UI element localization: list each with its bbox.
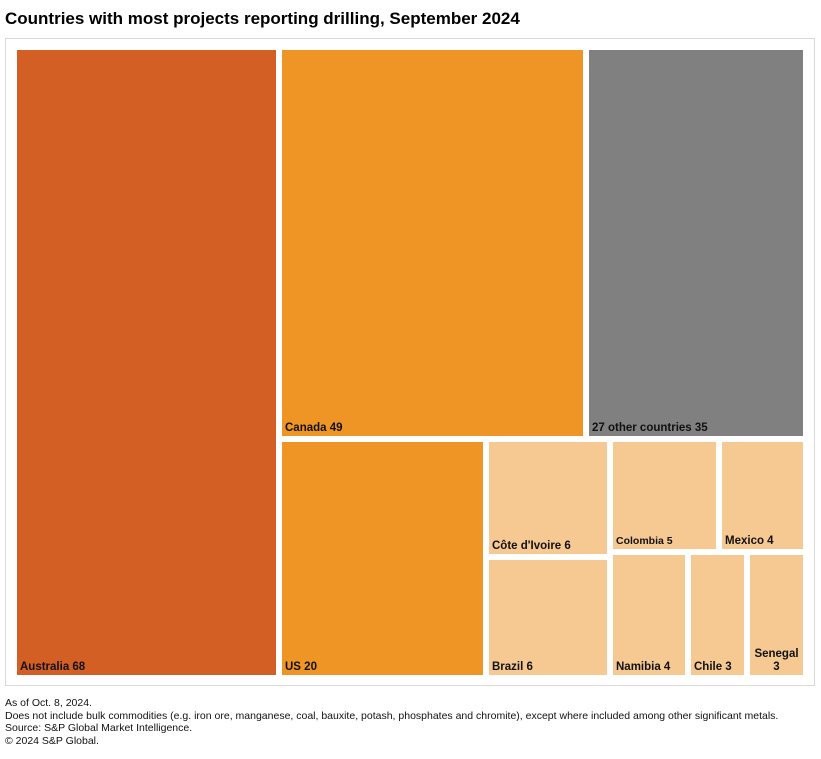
treemap-cell-namibia: Namibia 4 [613, 555, 685, 675]
treemap-label-us: US 20 [285, 661, 317, 673]
treemap-rect-australia [17, 50, 276, 675]
footnote-copyright: © 2024 S&P Global. [5, 734, 99, 747]
chart-title: Countries with most projects reporting d… [5, 9, 520, 28]
treemap-rect-us [282, 442, 483, 675]
treemap-label-canada: Canada 49 [285, 422, 343, 434]
treemap-label-colombia: Colombia 5 [616, 535, 673, 547]
treemap-rect-senegal [750, 555, 803, 675]
treemap-rect-chile [691, 555, 744, 675]
treemap-cell-australia: Australia 68 [17, 50, 276, 675]
treemap-rect-namibia [613, 555, 685, 675]
treemap-rect-brazil [489, 560, 607, 675]
treemap-cell-c-te-d-ivoire: Côte d'Ivoire 6 [489, 442, 607, 554]
treemap-cell-chile: Chile 3 [691, 555, 744, 675]
treemap-label-27-other-countries: 27 other countries 35 [592, 422, 708, 434]
treemap-svg: Australia 68 Canada 49 27 other countries … [17, 50, 803, 675]
treemap-label-mexico: Mexico 4 [725, 535, 774, 547]
treemap-frame: Australia 68 Canada 49 27 other countries … [5, 38, 815, 686]
treemap-cell-canada: Canada 49 [282, 50, 583, 436]
treemap-label-senegal: Senegal 3 [754, 648, 798, 673]
footnote-source: Source: S&P Global Market Intelligence. [5, 722, 193, 734]
treemap-rect-27-other-countries [589, 50, 803, 436]
treemap-label-brazil: Brazil 6 [492, 661, 533, 673]
footnote-as-of: As of Oct. 8, 2024. [5, 697, 92, 709]
treemap-label-chile: Chile 3 [694, 661, 732, 673]
treemap-cell-brazil: Brazil 6 [489, 560, 607, 675]
treemap-cell-senegal: Senegal 3 [750, 555, 803, 675]
treemap-cell-us: US 20 [282, 442, 483, 675]
treemap-rect-canada [282, 50, 583, 436]
treemap-label-australia: Australia 68 [20, 661, 86, 673]
footnotes: As of Oct. 8, 2024. Does not include bul… [5, 697, 778, 747]
treemap-rect-colombia [613, 442, 716, 549]
treemap-cell-27-other-countries: 27 other countries 35 [589, 50, 803, 436]
treemap-rect-c-te-d-ivoire [489, 442, 607, 554]
footnote-note: Does not include bulk commodities (e.g. … [5, 709, 779, 722]
treemap-label-namibia: Namibia 4 [616, 661, 671, 673]
treemap-cell-colombia: Colombia 5 [613, 442, 716, 549]
treemap-label-c-te-d-ivoire: Côte d'Ivoire 6 [492, 540, 571, 552]
treemap-cell-mexico: Mexico 4 [722, 442, 803, 549]
treemap-rect-mexico [722, 442, 803, 549]
